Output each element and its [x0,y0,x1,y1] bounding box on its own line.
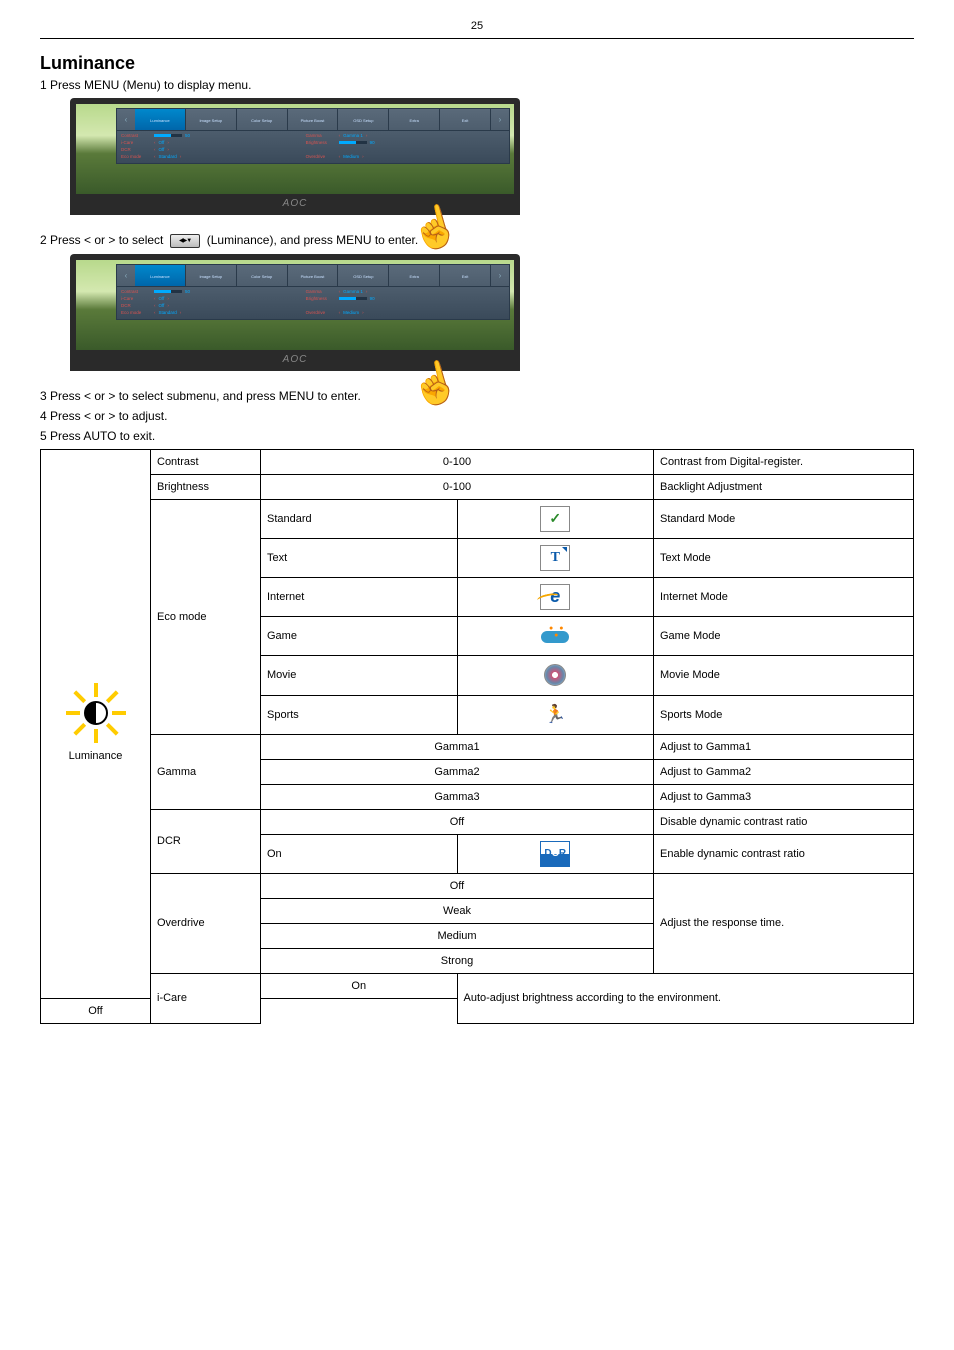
cell-dcr-label: DCR [151,809,261,873]
cell-gamma2: Gamma2 [261,759,654,784]
cell-eco-standard-desc: Standard Mode [654,499,914,538]
osd-tab-osd-setup: OSD Setup [338,109,389,130]
osd-row-brightness: Brightness90 [306,140,483,145]
cell-dcr-off: Off [261,809,654,834]
cell-overdrive-label: Overdrive [151,873,261,973]
luminance-icon-label: Luminance [47,750,144,762]
section-title: Luminance [40,53,914,74]
osd-row-gamma: Gamma‹Gamma 1› [306,133,483,138]
luminance-spec-table: Luminance Contrast 0-100 Contrast from D… [40,449,914,1024]
sports-icon: 🏃 [540,702,570,728]
cell-overdrive-weak: Weak [261,898,654,923]
cell-gamma1-desc: Adjust to Gamma1 [654,734,914,759]
osd-tab-picture-boost: Picture Boost [288,109,339,130]
cell-brightness-desc: Backlight Adjustment [654,474,914,499]
cell-contrast-desc: Contrast from Digital-register. [654,449,914,474]
luminance-menu-icon [170,234,200,248]
cell-icare-desc: Auto-adjust brightness according to the … [457,973,914,1023]
step-5: 5 Press AUTO to exit. [40,429,914,443]
osd-right-arrow: › [491,109,509,130]
cell-eco-movie: Movie [267,669,296,681]
game-icon [540,623,570,649]
osd-row-icare: i-Care‹Off› [121,140,298,145]
osd-row-overdrive: Overdrive‹Medium› [306,154,483,159]
cell-eco-game-desc: Game Mode [654,616,914,655]
cell-brightness-range: 0-100 [261,474,654,499]
osd-row-contrast: Contrast50 [121,133,298,138]
cell-eco-text-desc: Text Mode [654,538,914,577]
osd-tab-luminance: Luminance [135,109,186,130]
dcr-icon: DCR [540,841,570,867]
internet-icon: e [540,584,570,610]
osd-row-dcr: DCR‹Off› [121,147,298,152]
cell-icare-off: Off [41,998,151,1023]
step-4: 4 Press < or > to adjust. [40,409,914,423]
osd-row-eco: Eco mode‹Standard› [121,154,298,159]
cell-eco-sports-desc: Sports Mode [654,695,914,734]
cell-gamma-label: Gamma [151,734,261,809]
osd-left-arrow: ‹ [117,109,135,130]
table-row: Gamma Gamma1 Adjust to Gamma1 [41,734,914,759]
luminance-icon [68,685,124,741]
cell-gamma3: Gamma3 [261,784,654,809]
table-row: Luminance Contrast 0-100 Contrast from D… [41,449,914,474]
monitor-screenshot-2: ‹ Luminance Image Setup Color Setup Pict… [70,254,520,371]
cell-eco-internet: Internet [267,591,304,603]
cell-overdrive-medium: Medium [261,923,654,948]
cell-contrast-label: Contrast [151,449,261,474]
cell-dcr-on: On [267,848,282,860]
monitor-screenshot-1: ‹ Luminance Image Setup Color Setup Pict… [70,98,520,215]
standard-icon: ✓ [540,506,570,532]
table-row: i-Care On Auto-adjust brightness accordi… [41,973,914,998]
table-row: Eco mode Standard ✓ Standard Mode [41,499,914,538]
cell-eco-label: Eco mode [151,499,261,734]
cell-brightness-label: Brightness [151,474,261,499]
table-row: DCR Off Disable dynamic contrast ratio [41,809,914,834]
cell-dcr-off-desc: Disable dynamic contrast ratio [654,809,914,834]
cell-gamma3-desc: Adjust to Gamma3 [654,784,914,809]
top-rule [40,38,914,39]
osd-tab-image-setup: Image Setup [186,109,237,130]
step-1: 1 Press MENU (Menu) to display menu. [40,78,914,92]
text-icon: T [540,545,570,571]
cell-overdrive-strong: Strong [261,948,654,973]
cell-eco-standard: Standard [267,513,312,525]
cell-gamma1: Gamma1 [261,734,654,759]
cell-eco-game: Game [267,630,297,642]
osd-tab-color-setup: Color Setup [237,109,288,130]
cell-contrast-range: 0-100 [261,449,654,474]
table-row: Overdrive Off Adjust the response time. [41,873,914,898]
osd-tab-extra: Extra [389,109,440,130]
cell-icare-on: On [261,973,458,998]
cell-overdrive-off: Off [261,873,654,898]
step-2: 2 Press < or > to select (Luminance), an… [40,233,914,248]
osd-menu: ‹ Luminance Image Setup Color Setup Pict… [116,108,510,164]
table-row: Brightness 0-100 Backlight Adjustment [41,474,914,499]
cell-eco-text: Text [267,552,287,564]
step-3: 3 Press < or > to select submenu, and pr… [40,389,914,403]
cell-dcr-on-desc: Enable dynamic contrast ratio [654,834,914,873]
cell-gamma2-desc: Adjust to Gamma2 [654,759,914,784]
cell-icare-label: i-Care [151,973,261,1023]
cell-overdrive-desc: Adjust the response time. [654,873,914,973]
page-number: 25 [40,20,914,32]
cell-eco-internet-desc: Internet Mode [654,577,914,616]
osd-tab-exit: Exit [440,109,491,130]
movie-icon [540,662,570,688]
cell-eco-movie-desc: Movie Mode [654,655,914,695]
osd-menu-2: ‹ Luminance Image Setup Color Setup Pict… [116,264,510,320]
cell-eco-sports: Sports [267,709,299,721]
